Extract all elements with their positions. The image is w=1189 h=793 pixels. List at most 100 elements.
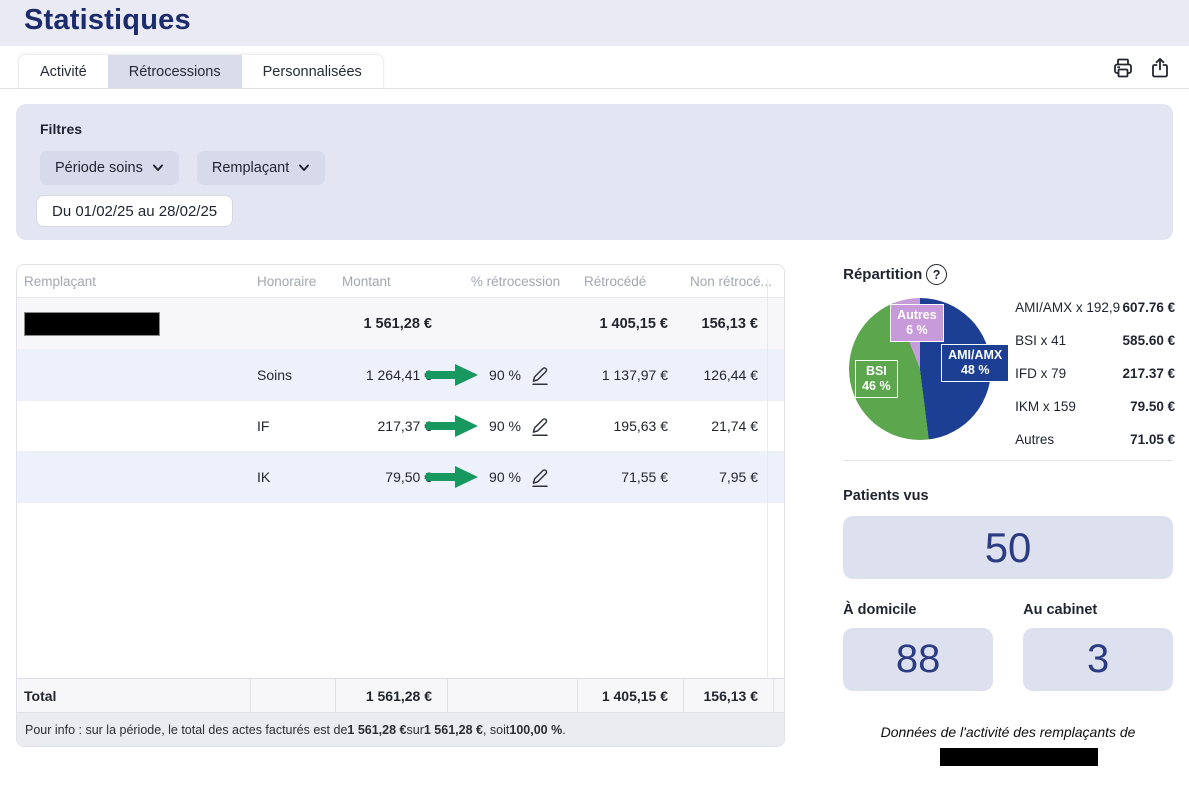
pencil-icon (530, 416, 550, 437)
highlight-arrow-icon (426, 361, 480, 389)
pie-legend: AMI/AMX x 192,9 607.76 € BSI x 41 585.60… (1015, 300, 1175, 465)
pct-value: 90 % (489, 367, 521, 383)
export-button[interactable] (1148, 56, 1172, 80)
total-non-retrocede: 156,13 € (683, 679, 773, 712)
page-title: Statistiques (24, 4, 1189, 37)
slice-pct: 46 % (862, 379, 891, 393)
chevron-down-icon (152, 164, 164, 172)
highlight-arrow-icon (426, 412, 480, 440)
pct-value: 90 % (489, 469, 521, 485)
retrocede-value: 71,55 € (577, 469, 683, 485)
retrocede-value: 195,63 € (577, 418, 683, 434)
patients-total-card: 50 (843, 516, 1173, 579)
total-label: Total (17, 679, 250, 712)
table-footnote: Pour info : sur la période, le total des… (17, 712, 784, 746)
legend-value: 585.60 € (1123, 333, 1176, 348)
table-scrollbar-track[interactable] (767, 279, 768, 677)
chevron-down-icon (298, 164, 310, 172)
col-retrocede: Rétrocédé (577, 274, 683, 289)
remplacant-filter-label: Remplaçant (212, 160, 289, 176)
footnote-text: , soit (483, 723, 509, 737)
print-button[interactable] (1111, 56, 1135, 80)
edit-pct-button[interactable] (530, 365, 550, 386)
date-range-chip[interactable]: Du 01/02/25 au 28/02/25 (36, 195, 233, 227)
pencil-icon (530, 365, 550, 386)
header-band: Statistiques (0, 0, 1189, 46)
redacted-remplacant-name (24, 312, 160, 336)
total-retrocede: 1 405,15 € (577, 679, 683, 712)
filters-panel: Filtres Période soins Remplaçant Du 01/0… (16, 104, 1173, 240)
tab-retrocessions[interactable]: Rétrocessions (108, 55, 242, 88)
footnote-amount: 1 561,28 € (347, 723, 406, 737)
toolbar (1111, 56, 1189, 88)
table-row-ik: IK 79,50 € 90 % 71,55 € 7,95 € (17, 452, 784, 503)
filters-title: Filtres (40, 121, 1149, 137)
filters-dropdowns: Période soins Remplaçant (40, 151, 1149, 185)
total-montant: 1 561,28 € (335, 679, 447, 712)
table-row-summary: 1 561,28 € 1 405,15 € 156,13 € (17, 298, 784, 350)
slice-name: AMI/AMX (948, 348, 1002, 362)
help-icon[interactable]: ? (926, 264, 947, 285)
au-cabinet-label: Au cabinet (1023, 602, 1097, 618)
footnote-amount: 1 561,28 € (424, 723, 483, 737)
non-retrocede-value: 7,95 € (683, 469, 773, 485)
footnote-text: sur (407, 723, 424, 737)
printer-icon (1111, 56, 1135, 80)
col-honoraire: Honoraire (250, 274, 335, 289)
honoraire-type: IK (250, 469, 335, 485)
col-non-retrocede: Non rétrocé... (683, 274, 773, 289)
edit-pct-button[interactable] (530, 467, 550, 488)
pie-label-autres: Autres 6 % (890, 304, 944, 342)
col-pct-retrocession: % rétrocession (447, 274, 577, 289)
patients-vus-title: Patients vus (843, 488, 928, 504)
summary-retrocede: 1 405,15 € (577, 316, 683, 332)
pie-label-ami-amx: AMI/AMX 48 % (941, 344, 1009, 382)
legend-value: 71.05 € (1130, 432, 1175, 447)
legend-value: 607.76 € (1123, 300, 1176, 315)
legend-label: IKM x 159 (1015, 399, 1076, 414)
tab-bar: Activité Rétrocessions Personnalisées (0, 46, 1189, 89)
a-domicile-card: 88 (843, 628, 993, 691)
summary-non-retrocede: 156,13 € (683, 316, 773, 332)
tab-group: Activité Rétrocessions Personnalisées (18, 54, 384, 88)
table-row-soins: Soins 1 264,41 € 90 % 1 137,97 € 12 (17, 350, 784, 401)
retrocede-value: 1 137,97 € (577, 367, 683, 383)
section-divider (843, 460, 1173, 461)
a-domicile-label: À domicile (843, 602, 916, 618)
table-header-row: Remplaçant Honoraire Montant % rétrocess… (17, 265, 784, 298)
remplacant-filter-dropdown[interactable]: Remplaçant (197, 151, 325, 185)
summary-montant: 1 561,28 € (335, 316, 447, 332)
legend-label: Autres (1015, 432, 1054, 447)
tab-activite[interactable]: Activité (19, 55, 108, 88)
legend-label: BSI x 41 (1015, 333, 1066, 348)
slice-pct: 48 % (961, 363, 990, 377)
footnote-text: Pour info : sur la période, le total des… (25, 723, 347, 737)
legend-value: 79.50 € (1130, 399, 1175, 414)
repartition-title: Répartition (843, 266, 922, 283)
footnote-text: . (562, 723, 565, 737)
honoraire-type: IF (250, 418, 335, 434)
attribution-note: Données de l'activité des remplaçants de (843, 724, 1173, 740)
tab-personnalisees[interactable]: Personnalisées (242, 55, 383, 88)
redacted-practitioner-name (940, 748, 1098, 766)
table-total-row: Total 1 561,28 € 1 405,15 € 156,13 € (17, 678, 784, 712)
non-retrocede-value: 126,44 € (683, 367, 773, 383)
main-content: Remplaçant Honoraire Montant % rétrocess… (16, 264, 1173, 769)
table-row-if: IF 217,37 € 90 % 195,63 € 21,74 € (17, 401, 784, 452)
legend-item: IFD x 79 217.37 € (1015, 366, 1175, 399)
slice-name: BSI (866, 364, 887, 378)
edit-pct-button[interactable] (530, 416, 550, 437)
highlight-arrow-icon (426, 463, 480, 491)
slice-name: Autres (897, 308, 937, 322)
pie-label-bsi: BSI 46 % (855, 360, 898, 398)
honoraire-type: Soins (250, 367, 335, 383)
stats-sidebar: Répartition ? Autres 6 % AMI/AMX 48 % BS… (843, 264, 1173, 769)
non-retrocede-value: 21,74 € (683, 418, 773, 434)
period-filter-dropdown[interactable]: Période soins (40, 151, 179, 185)
footnote-percent: 100,00 % (509, 723, 562, 737)
legend-item: AMI/AMX x 192,9 607.76 € (1015, 300, 1175, 333)
legend-value: 217.37 € (1123, 366, 1176, 381)
period-filter-label: Période soins (55, 160, 143, 176)
col-montant: Montant (335, 274, 447, 289)
pencil-icon (530, 467, 550, 488)
